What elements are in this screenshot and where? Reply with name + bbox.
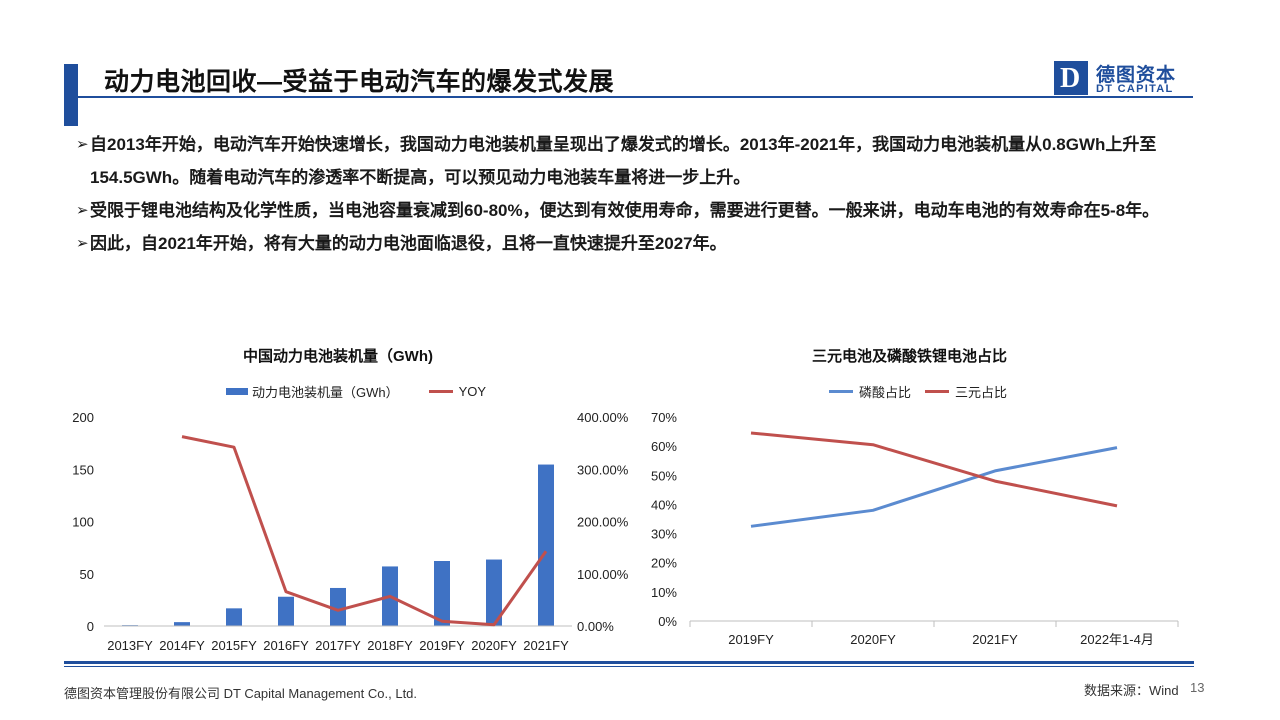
chart2-title: 三元电池及磷酸铁锂电池占比 (812, 348, 1008, 365)
x-tick-label: 2021FY (523, 638, 569, 653)
chart2-legend: 磷酸占比 三元占比 (829, 382, 1037, 401)
y-tick-label: 10% (651, 585, 677, 600)
legend-bar-swatch (226, 388, 248, 395)
footer-divider (64, 661, 1194, 664)
footer-divider-thin (64, 666, 1194, 667)
legend-item-yoy: YOY (428, 384, 487, 399)
x-tick-label: 2018FY (367, 638, 413, 653)
bullet-item: ➢ 自2013年开始，电动汽车开始快速增长，我国动力电池装机量呈现出了爆发式的增… (76, 128, 1196, 194)
y-tick-label-left: 50 (80, 567, 94, 582)
bullet-text: 自2013年开始，电动汽车开始快速增长，我国动力电池装机量呈现出了爆发式的增长。… (90, 135, 1157, 187)
chart1-title: 中国动力电池装机量（GWh) (243, 348, 433, 365)
legend-label: 三元占比 (955, 385, 1008, 400)
title-underline (78, 96, 1193, 98)
bar (278, 596, 294, 626)
logo-mark-icon: D (1054, 61, 1088, 95)
y-tick-label: 50% (651, 468, 677, 483)
footer-company: 德图资本管理股份有限公司 DT Capital Management Co., … (64, 686, 418, 701)
bullet-list: ➢ 自2013年开始，电动汽车开始快速增长，我国动力电池装机量呈现出了爆发式的增… (76, 128, 1196, 260)
legend-label: YOY (458, 384, 487, 399)
lfp-share-line (750, 446, 1118, 528)
footer-source: 数据来源：Wind (1084, 683, 1179, 698)
y-tick-label: 20% (651, 556, 677, 571)
bar (538, 464, 554, 626)
bar (330, 587, 346, 626)
x-tick-label: 2022年1-4月 (1080, 632, 1154, 647)
y-tick-label: 60% (651, 439, 677, 454)
y-tick-label-right: 200.00% (577, 515, 629, 530)
x-tick-label: 2014FY (159, 638, 205, 653)
company-logo: D 德图资本 DT CAPITAL (1054, 61, 1194, 97)
y-tick-label: 0% (658, 614, 677, 629)
bullet-arrow-icon: ➢ (76, 136, 89, 153)
x-tick-label: 2015FY (211, 638, 257, 653)
y-tick-label-right: 100.00% (577, 567, 629, 582)
y-tick-label: 40% (651, 497, 677, 512)
x-tick-label: 2019FY (728, 632, 774, 647)
bullet-arrow-icon: ➢ (76, 202, 89, 219)
y-tick-label-right: 400.00% (577, 410, 629, 425)
x-tick-label: 2021FY (972, 632, 1018, 647)
legend-line-swatch (925, 390, 950, 393)
x-tick-label: 2019FY (419, 638, 465, 653)
bar (486, 559, 502, 626)
legend-line-swatch (428, 390, 453, 393)
yoy-series-line (181, 435, 548, 627)
legend-item-bar: 动力电池装机量（GWh） (226, 382, 399, 401)
legend-line-swatch (829, 390, 853, 393)
y-tick-label-left: 200 (72, 410, 94, 425)
y-tick-label-right: 0.00% (577, 619, 614, 634)
chart1-svg: 0 50 100 150 200 0.00% 100.00% 200.00% 300.00% 40… (72, 410, 629, 653)
y-tick-label: 30% (651, 527, 677, 542)
y-tick-label-right: 300.00% (577, 462, 629, 477)
bullet-item: ➢ 受限于锂电池结构及化学性质，当电池容量衰减到60-80%，便达到有效使用寿命… (76, 194, 1196, 227)
x-tick-label: 2020FY (850, 632, 896, 647)
legend-item-lfp: 磷酸占比 (829, 382, 911, 401)
bar (434, 561, 450, 626)
x-tick-label: 2013FY (107, 638, 153, 653)
y-tick-label-left: 0 (87, 619, 94, 634)
x-tick-label: 2017FY (315, 638, 361, 653)
logo-english-name: DT CAPITAL (1096, 83, 1174, 95)
chart2-svg: 0% 10% 20% 30% 40% 50% 60% 70% 2019FY 2020FY 2021F… (651, 410, 1179, 647)
legend-item-ncm: 三元占比 (925, 382, 1007, 401)
y-tick-label: 70% (651, 410, 677, 425)
legend-label: 磷酸占比 (859, 385, 912, 400)
y-tick-label-left: 150 (72, 462, 94, 477)
x-tick-label: 2016FY (263, 638, 309, 653)
logo-chinese-name: 德图资本 (1096, 65, 1177, 86)
chart1-legend: 动力电池装机量（GWh） YOY (226, 382, 516, 401)
bar (174, 622, 190, 626)
x-tick-label: 2020FY (471, 638, 517, 653)
y-tick-label-left: 100 (72, 515, 94, 530)
ncm-share-line (750, 431, 1118, 508)
bullet-arrow-icon: ➢ (76, 235, 89, 252)
bullet-item: ➢ 因此，自2021年开始，将有大量的动力电池面临退役，且将一直快速提升至202… (76, 227, 1196, 260)
page-title: 动力电池回收—受益于电动汽车的爆发式发展 (104, 68, 615, 96)
page-number: 13 (1190, 680, 1205, 695)
bar (226, 608, 242, 626)
bullet-text: 因此，自2021年开始，将有大量的动力电池面临退役，且将一直快速提升至2027年… (90, 234, 727, 253)
title-accent-bar (64, 64, 78, 126)
legend-label: 动力电池装机量（GWh） (252, 385, 399, 400)
bullet-text: 受限于锂电池结构及化学性质，当电池容量衰减到60-80%，便达到有效使用寿命，需… (90, 201, 1160, 220)
